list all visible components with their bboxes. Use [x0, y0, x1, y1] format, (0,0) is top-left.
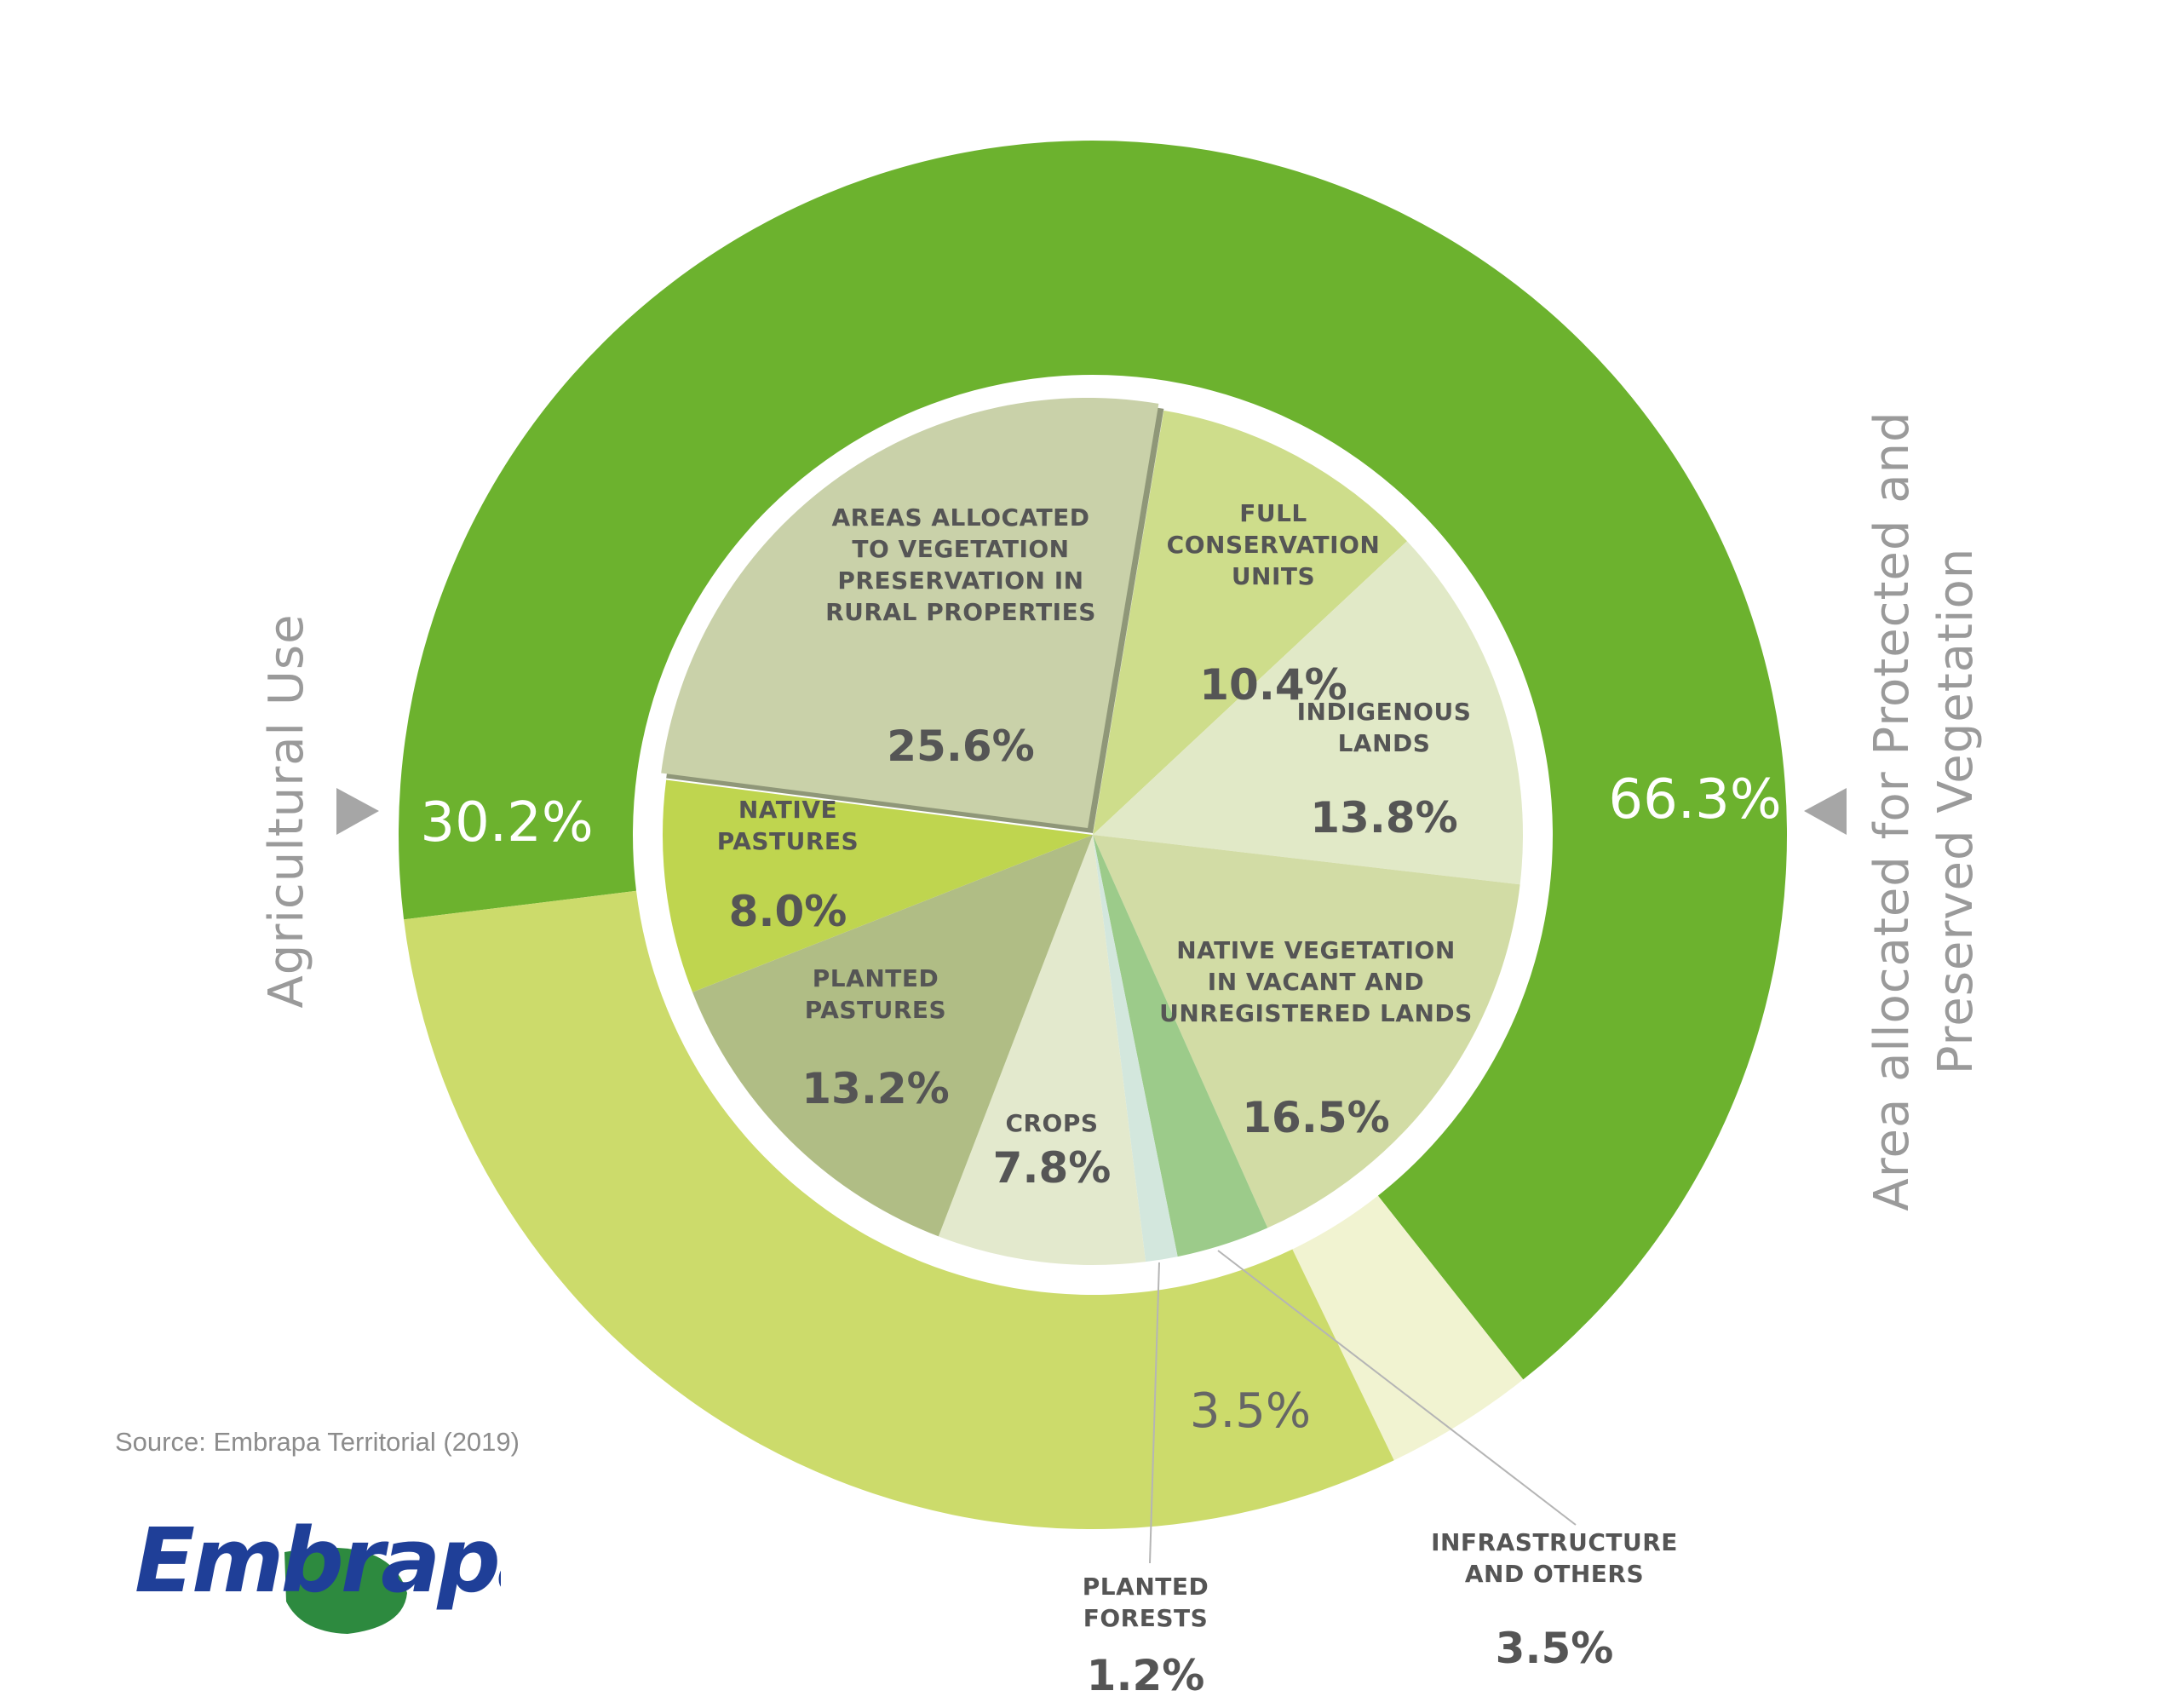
left-arrow-icon	[336, 788, 379, 835]
slice-value-planted-forests: 1.2%	[1087, 1651, 1205, 1700]
slice-label-native-vegetation-in-vacant-and-unregistered-lands: NATIVE VEGETATION IN VACANT AND UNREGISTER…	[1159, 936, 1473, 1027]
slice-value-infrastructure-and-others: 3.5%	[1496, 1624, 1614, 1673]
embrapa-logo: Embrapa	[135, 1509, 501, 1634]
outer-ring-segment-2	[1292, 1195, 1524, 1461]
slice-label-indigenous-lands: INDIGENOUS LANDS	[1297, 698, 1472, 757]
pie-slice-full-conservation-units	[1093, 410, 1407, 835]
pie-slice-native-vegetation-in-vacant-and-unregistered-lands	[1093, 835, 1520, 1228]
right-arrow-icon	[1804, 788, 1847, 835]
slice-value-crops: 7.8%	[993, 1143, 1112, 1193]
slice-value-planted-pastures: 13.2%	[801, 1064, 949, 1113]
outer-ring-segment-3	[404, 890, 1394, 1529]
logo-wordmark: Embrapa	[135, 1509, 501, 1613]
pie-slice-indigenous-lands	[1093, 541, 1523, 885]
protected-vegetation-label: Area allocated for Protected and Preserve…	[1864, 411, 1984, 1211]
outer-ring-value-3: 30.2%	[420, 791, 593, 854]
slice-label-areas-allocated-to-vegetation-preservation-in-rural-properties: AREAS ALLOCATED TO VEGETATION PRESERVATION…	[825, 503, 1096, 626]
slice-label-full-conservation-units: FULL CONSERVATION UNITS	[1167, 499, 1381, 590]
slice-label-native-pastures: NATIVE PASTURES	[717, 796, 859, 855]
leader-line-planted-forests	[1149, 1262, 1160, 1564]
slice-value-native-vegetation-in-vacant-and-unregistered-lands: 16.5%	[1242, 1093, 1389, 1142]
pie-slice-planted-pastures	[692, 835, 1093, 1237]
slice-value-full-conservation-units: 10.4%	[1199, 660, 1347, 710]
pie-slice-planted-forests	[1093, 835, 1178, 1262]
pie-slice-crops	[938, 835, 1146, 1266]
agricultural-use-label: Agricultural Use	[259, 613, 314, 1008]
slice-label-crops: CROPS	[1005, 1109, 1098, 1137]
pie-slice-areas-allocated-to-vegetation-preservation-in-rural-properties	[661, 397, 1159, 828]
pie-slice-infrastructure-and-others	[1093, 835, 1268, 1257]
slice-value-areas-allocated-to-vegetation-preservation-in-rural-properties: 25.6%	[887, 722, 1034, 771]
logo-leaf-shape	[284, 1547, 407, 1634]
slice-value-native-pastures: 8.0%	[729, 887, 847, 936]
outer-ring-value-1: 66.3%	[1608, 768, 1781, 831]
source-note: Source: Embrapa Territorial (2019)	[115, 1427, 520, 1457]
slice-value-indigenous-lands: 13.8%	[1310, 793, 1457, 842]
pie-slice-native-pastures	[662, 779, 1093, 992]
outer-ring-value-2: 3.5%	[1190, 1383, 1311, 1439]
leader-line-infrastructure	[1217, 1250, 1577, 1526]
slice-label-planted-forests: PLANTED FORESTS	[1083, 1573, 1209, 1632]
outer-ring-segment-1	[399, 140, 1788, 1380]
slice-label-planted-pastures: PLANTED PASTURES	[805, 964, 946, 1024]
slice-label-infrastructure-and-others: INFRASTRUCTURE AND OTHERS	[1431, 1528, 1678, 1588]
